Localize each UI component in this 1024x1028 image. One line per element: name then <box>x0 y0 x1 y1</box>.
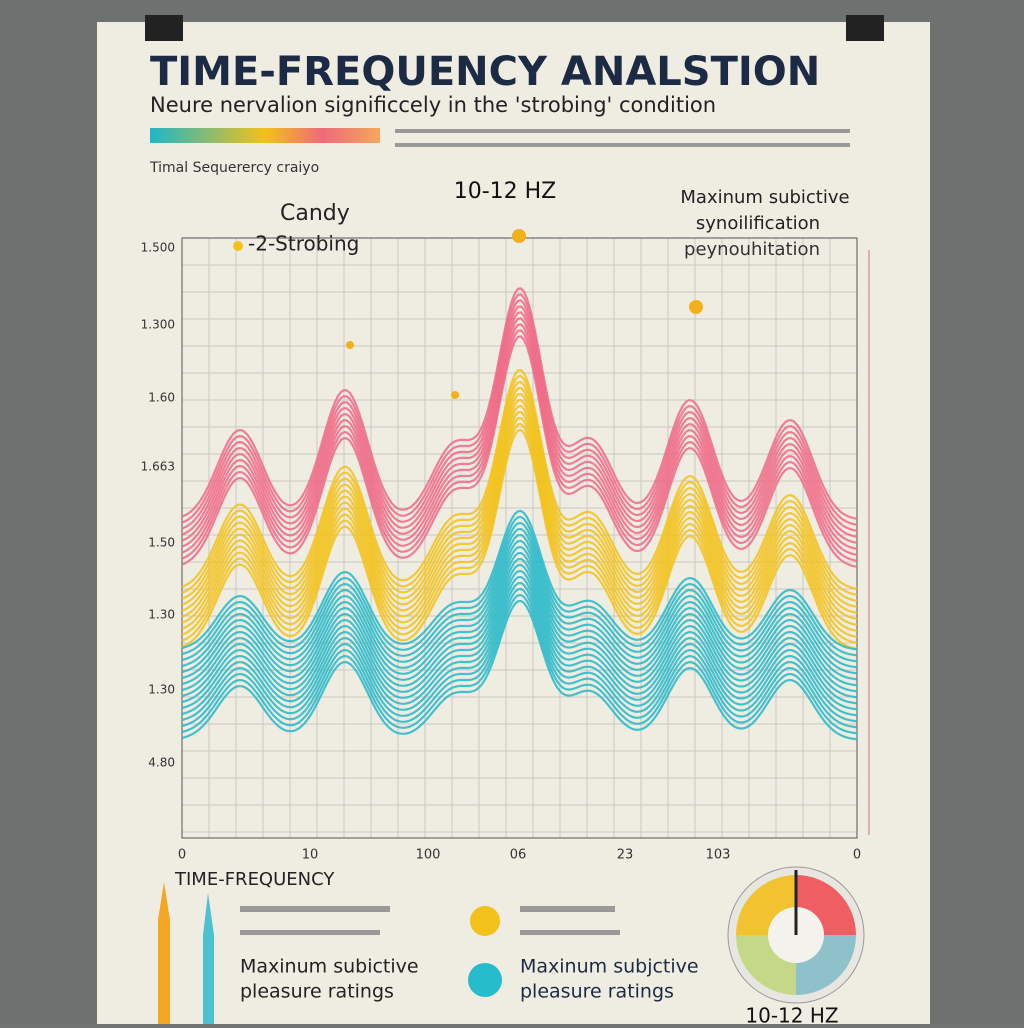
dot <box>233 241 243 251</box>
wave-line <box>181 563 858 705</box>
wave-line <box>181 374 858 596</box>
annotation: 10-12 HZ <box>454 179 557 204</box>
wave-line <box>181 329 858 562</box>
annotation: -2-Strobing <box>248 232 359 256</box>
wave-line <box>181 404 858 626</box>
wave-line <box>181 545 858 687</box>
wave-line <box>181 515 858 657</box>
wave-line <box>181 569 858 711</box>
dot <box>346 341 354 349</box>
wave-line <box>181 428 858 650</box>
y-tick-label: 4.80 <box>148 756 175 770</box>
wave-line <box>181 557 858 699</box>
waves <box>181 287 858 741</box>
y-tick-label: 1.500 <box>141 241 175 255</box>
y-tick-label: 1.30 <box>148 683 175 697</box>
gauge-label: 10-12 HZ <box>745 1004 838 1025</box>
binder-clip <box>145 15 183 41</box>
x-tick-label: 0 <box>853 848 861 863</box>
wave-line <box>181 521 858 663</box>
annotation: synoilification <box>696 213 820 234</box>
wave-line <box>181 386 858 608</box>
wave-line <box>181 305 858 538</box>
x-tick-label: 100 <box>416 848 441 863</box>
wave-line <box>181 323 858 556</box>
caption: Timal Sequerercy craiyo <box>149 160 319 176</box>
wave-line <box>181 392 858 614</box>
wave-line <box>181 311 858 544</box>
wave-line <box>181 422 858 644</box>
wave-line <box>181 335 858 568</box>
fine-print <box>395 129 850 147</box>
wave-line <box>181 533 858 675</box>
legend-marker <box>470 906 500 936</box>
wave-line <box>181 581 858 723</box>
wave-line <box>181 317 858 550</box>
legend-marker <box>468 963 502 997</box>
x-tick-label: 0 <box>178 848 186 863</box>
subtitle: Neure nervalion significcely in the 'str… <box>150 93 716 117</box>
annotation: peynouhitation <box>684 239 820 260</box>
dot <box>512 229 526 243</box>
y-tick-label: 1.30 <box>148 608 175 622</box>
wave-line <box>181 527 858 669</box>
x-tick-label: 06 <box>510 848 527 863</box>
wave-line <box>181 593 858 735</box>
color-strip <box>150 128 380 143</box>
x-tick-label: 23 <box>617 848 634 863</box>
wave-line <box>181 539 858 681</box>
dot <box>451 391 459 399</box>
binder-clip <box>846 15 884 41</box>
wave-line <box>181 299 858 532</box>
legend-text: pleasure ratings <box>520 981 674 1003</box>
legend-text: Maxinum subjctive <box>520 956 699 978</box>
y-tick-label: 1.300 <box>141 318 175 332</box>
annotation: Maxinum subictive <box>680 187 849 208</box>
wave-line <box>181 368 858 590</box>
wave-line <box>181 410 858 632</box>
wave-line <box>181 551 858 693</box>
legend-heading: TIME-FREQUENCY <box>174 869 335 890</box>
pen <box>203 893 214 1024</box>
y-tick-label: 1.60 <box>148 391 175 405</box>
wave-line <box>181 380 858 602</box>
wave-line <box>181 509 858 651</box>
x-tick-label: 10 <box>302 848 319 863</box>
wave-line <box>181 599 858 741</box>
title: TIME-FREQUENCY ANALSTION <box>150 49 820 95</box>
wave-line <box>181 287 858 520</box>
annotation: Candy <box>280 201 350 226</box>
y-tick-label: 1.663 <box>141 460 175 474</box>
pencil <box>158 882 170 1024</box>
wave-line <box>181 575 858 717</box>
legend-text: Maxinum subictive <box>240 956 419 978</box>
wave-line <box>181 398 858 620</box>
gauge <box>727 866 865 1004</box>
dot <box>689 300 703 314</box>
fine-print <box>240 906 620 935</box>
x-tick-label: 103 <box>706 848 731 863</box>
legend-text: pleasure ratings <box>240 981 394 1003</box>
y-tick-label: 1.50 <box>148 536 175 550</box>
wave-line <box>181 587 858 729</box>
wave-line <box>181 416 858 638</box>
wave-line <box>181 293 858 526</box>
